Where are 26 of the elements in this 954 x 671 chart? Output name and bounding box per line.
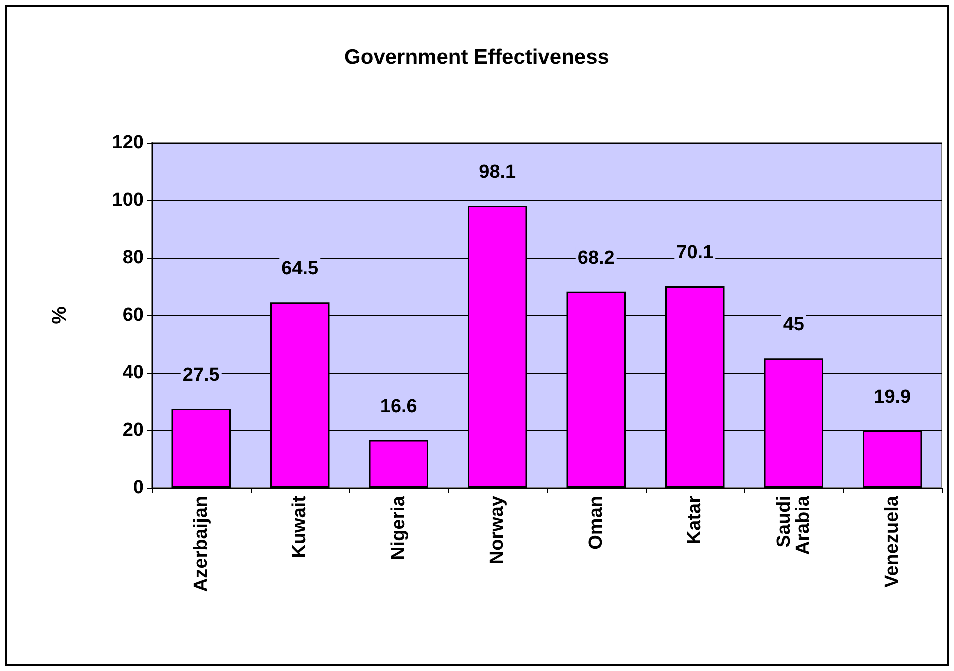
data-label: 64.5 <box>282 258 320 280</box>
y-tick-label: 100 <box>112 190 144 211</box>
data-label: 16.6 <box>380 396 418 418</box>
y-tick-label: 20 <box>122 420 144 441</box>
data-label: 98.1 <box>479 162 517 183</box>
data-label: 19.9 <box>874 386 912 408</box>
x-tick-label: Saudi Arabia <box>774 496 814 556</box>
x-tick-label: Azerbaijan <box>190 496 212 592</box>
y-tick-label: 0 <box>133 478 144 498</box>
y-axis-title: % <box>49 306 71 324</box>
x-tick-label: Kuwait <box>290 495 311 558</box>
chart-title: Government Effectiveness <box>344 46 610 69</box>
data-label: 27.5 <box>182 364 220 386</box>
y-tick-label: 60 <box>122 305 144 326</box>
data-label: 45 <box>783 314 805 336</box>
data-label: 70.1 <box>676 242 714 264</box>
x-tick-label: Nigeria <box>388 496 410 560</box>
y-tick-label: 120 <box>112 132 144 154</box>
x-tick-label: Venezuela <box>882 496 904 588</box>
y-tick-label: 80 <box>122 248 144 268</box>
bar <box>369 440 428 488</box>
data-label: 68.2 <box>578 248 615 269</box>
y-tick-label: 40 <box>122 362 144 384</box>
x-tick-label: Katar <box>684 495 706 545</box>
x-tick-label: Oman <box>586 496 607 550</box>
x-tick-label: Norway <box>487 496 508 565</box>
